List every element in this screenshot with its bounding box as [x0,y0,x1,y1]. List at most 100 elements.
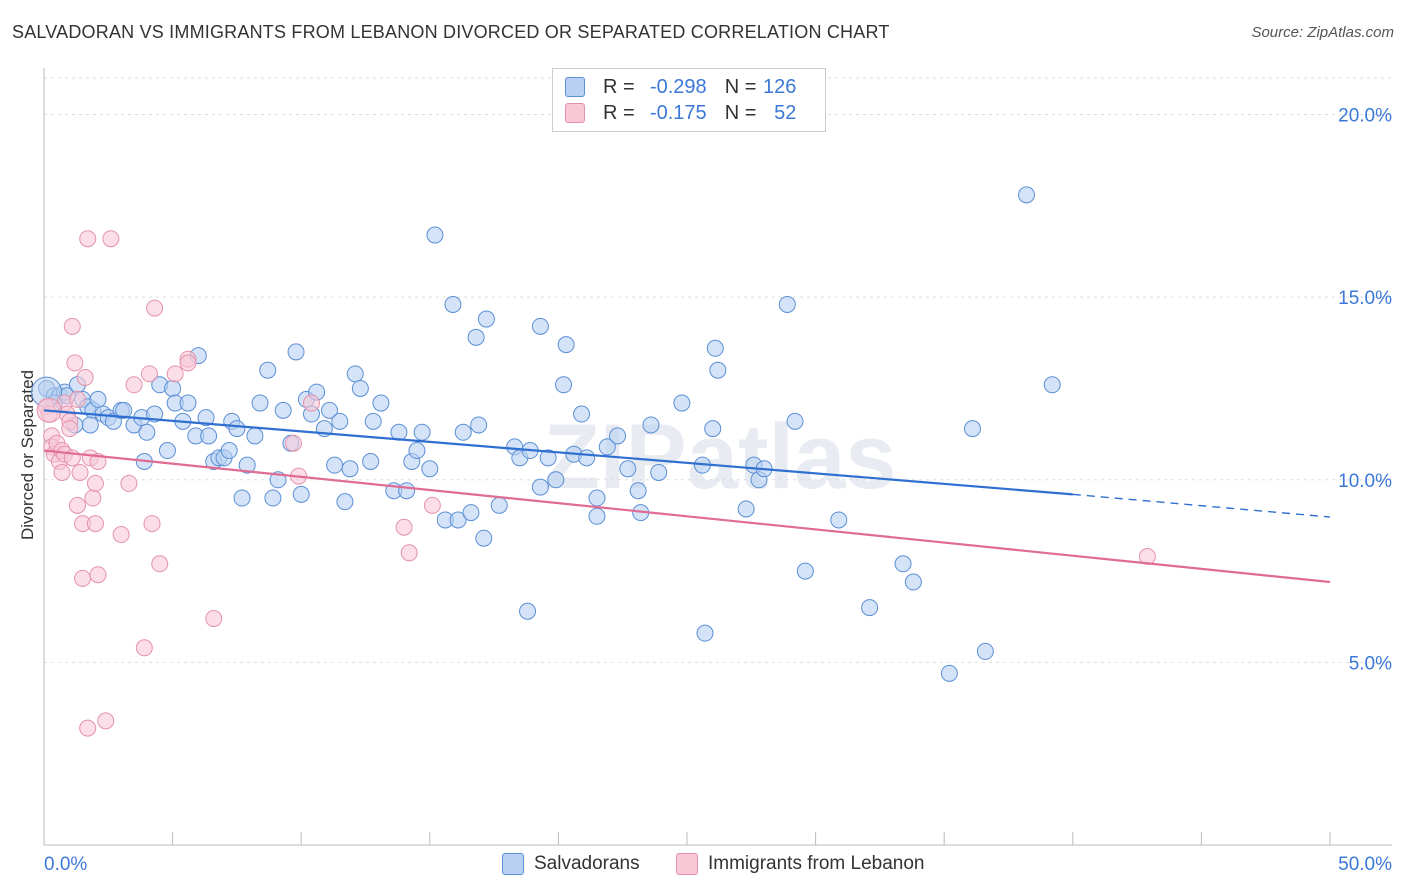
salvadorans-point [1043,376,1061,394]
salvadorans-point [179,394,197,412]
n-value: 52 [774,101,797,124]
salvadorans-point [786,412,804,430]
lebanon-point [166,365,184,383]
legend-item-lebanon[interactable]: Immigrants from Lebanon [676,851,925,877]
salvadorans-point [341,460,359,478]
lebanon-point [423,496,441,514]
salvadorans-swatch [565,77,585,97]
salvadorans-point [619,460,637,478]
salvadorans-point [351,379,369,397]
salvadorans-point [421,460,439,478]
salvadorans-swatch [502,853,524,875]
x-tick-labels: 0.0% 50.0% [44,854,1392,875]
lebanon-point [302,394,320,412]
stats-legend: R = -0.298 N = 126 R = -0.175 N = 52 [552,68,826,132]
lebanon-point [395,518,413,536]
salvadorans-point [364,412,382,430]
salvadorans-point [578,449,596,467]
salvadorans-point [444,295,462,313]
lebanon-swatch [676,853,698,875]
salvadorans-point [894,555,912,573]
salvadorans-point [408,442,426,460]
lebanon-point [66,354,84,372]
lebanon-point [112,526,130,544]
salvadorans-point [796,562,814,580]
lebanon-point [53,463,71,481]
n-value: 126 [763,75,797,98]
salvadorans-point [233,489,251,507]
salvadorans-point [413,423,431,441]
lebanon-point [63,317,81,335]
salvadorans-point [706,339,724,357]
lebanon-point [86,474,104,492]
salvadorans-point [609,427,627,445]
lebanon-point [140,365,158,383]
salvadorans-point [490,496,508,514]
salvadorans-point [274,401,292,419]
lebanon-point [74,569,92,587]
salvadorans-point [426,226,444,244]
lebanon-point [284,434,302,452]
lebanon-point [135,639,153,657]
salvadorans-point [531,317,549,335]
salvadorans-point [940,664,958,682]
salvadorans-point [861,599,879,617]
lebanon-point [102,230,120,248]
series-legend: Salvadorans Immigrants from Lebanon [0,851,1406,877]
salvadorans-points [31,186,1061,682]
salvadorans-point [336,493,354,511]
y-tick-label: 5.0% [1349,653,1392,674]
salvadorans-point [264,489,282,507]
salvadorans-point [778,295,796,313]
stats-row-lebanon: R = -0.175 N = 52 [565,101,796,125]
salvadorans-point [372,394,390,412]
salvadorans-point [246,427,264,445]
r-label: R = [603,101,635,124]
salvadorans-trend-extension [1072,493,1331,518]
salvadorans-point [475,529,493,547]
salvadorans-point [470,416,488,434]
lebanon-point [205,610,223,628]
salvadorans-point [588,489,606,507]
lebanon-point [89,566,107,584]
salvadorans-point [904,573,922,591]
lebanon-point [71,463,89,481]
salvadorans-point [259,361,277,379]
salvadorans-point [477,310,495,328]
salvadorans-point [292,485,310,503]
salvadorans-point [89,390,107,408]
lebanon-point [97,712,115,730]
salvadorans-point [629,482,647,500]
salvadorans-point [557,336,575,354]
salvadorans-point [830,511,848,529]
y-tick-label: 15.0% [1338,288,1392,309]
lebanon-point [79,230,97,248]
lebanon-swatch [565,103,585,123]
lebanon-point [125,376,143,394]
salvadorans-point [519,602,537,620]
r-value: -0.298 [649,75,707,98]
salvadorans-point [555,376,573,394]
lebanon-point [86,515,104,533]
salvadorans-point [963,420,981,438]
salvadorans-point [362,453,380,470]
salvadorans-point [220,442,238,460]
x-tick-label: 0.0% [44,854,87,875]
salvadorans-point [976,642,994,660]
lebanon-point [68,390,86,408]
chart-title: SALVADORAN VS IMMIGRANTS FROM LEBANON DI… [12,22,890,42]
salvadorans-point [398,482,416,500]
source-label: Source: ZipAtlas.com [1251,24,1394,41]
legend-item-salvadorans[interactable]: Salvadorans [502,851,640,877]
salvadorans-point [650,463,668,481]
salvadorans-point [346,365,364,383]
salvadorans-point [588,507,606,525]
salvadorans-point [531,478,549,496]
n-label: N = [724,101,757,124]
salvadorans-point [539,449,557,467]
lebanon-trend-line [43,449,1331,584]
legend-label: Salvadorans [534,853,640,874]
lebanon-point [151,555,169,573]
salvadorans-point [164,379,182,397]
